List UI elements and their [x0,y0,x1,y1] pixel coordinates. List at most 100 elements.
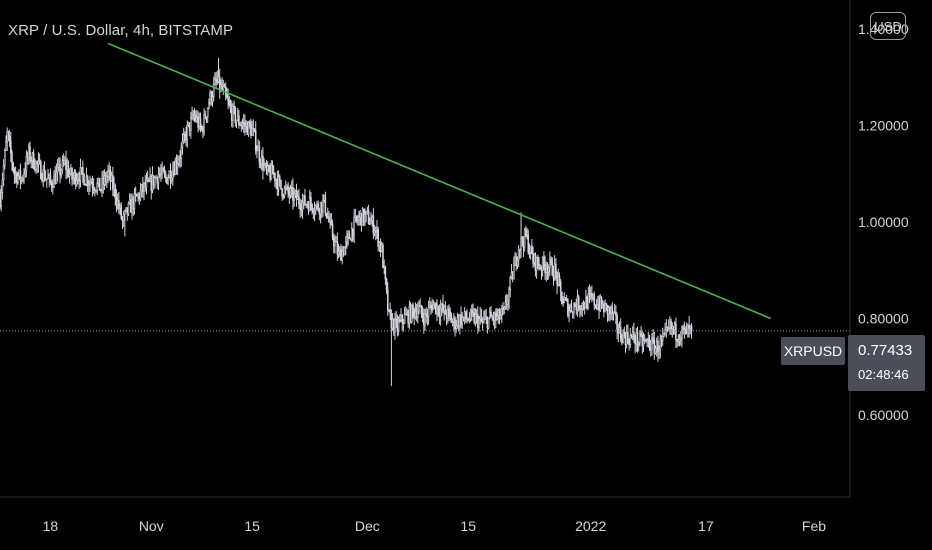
candle-body [302,195,305,203]
candle-body [180,147,183,159]
candle-body [429,305,431,309]
candle-body [94,188,96,191]
candle-body [95,190,97,192]
candle-body [678,339,681,342]
candle-body [144,182,147,188]
candle-body [413,309,415,318]
candle-body [592,294,594,298]
candle-body [88,184,90,186]
candle-body [581,302,584,310]
candle-body [386,289,389,310]
candle-body [284,187,287,190]
candle-body [74,172,77,185]
candle-body [268,165,270,172]
candle-body [655,340,658,349]
candle-body [479,316,482,320]
candle-body [509,277,512,290]
candle-body [203,114,205,133]
candle-body [540,267,543,271]
candle-body [167,177,169,184]
candle-body [484,317,486,320]
candle-body [334,240,336,246]
candle-body [178,159,180,164]
candle-body [565,298,568,301]
candle-body [116,200,119,205]
candle-body [444,305,447,315]
y-tick-label: 1.20000 [858,117,909,133]
candle-body [77,178,79,181]
candle-body [185,134,187,141]
candle-body [601,304,604,308]
candle-body [616,315,618,331]
candle-body [469,310,472,320]
candle-body [133,193,136,210]
candle-body [307,204,310,212]
candle-body [202,128,204,133]
candle-body [228,100,231,106]
x-tick-label: 15 [244,518,260,534]
time-axis[interactable]: 18 Nov 15 Dec 15 2022 17 Feb [43,518,827,534]
candle-body [690,325,693,332]
candle-body [643,339,646,342]
candle-body [352,228,354,236]
candle-body [355,215,358,221]
candle-body [486,317,489,329]
candle-body [48,174,51,179]
candle-body [575,305,578,311]
candle-body [347,233,349,238]
candle-body [131,198,133,213]
candle-body [579,308,581,311]
candle-body [229,104,232,110]
candle-body [545,268,548,273]
candle-body [474,314,477,323]
candle-body [253,128,256,131]
candle-body [683,328,686,331]
candle-body [468,319,471,321]
candle-body [477,314,479,328]
x-tick-label: 17 [698,518,714,534]
candle-body [634,339,636,345]
candle-body [379,241,382,252]
candle-body [595,305,598,309]
candle-body [600,297,603,308]
candle-body [49,174,52,183]
candle-body [403,313,406,324]
candle-body [418,306,420,312]
currency-button[interactable]: USD [870,12,906,40]
candle-body [38,160,41,163]
candle-body [127,202,130,215]
candle-body [154,177,156,186]
candle-body [44,178,47,181]
candle-body [61,160,64,171]
x-tick-label: 18 [43,518,59,534]
trendline[interactable] [107,42,772,320]
candle-body [295,190,298,200]
candle-body [422,317,425,326]
candle-body [485,317,488,319]
candle-body [60,170,63,176]
candle-body [113,185,115,190]
candle-body [636,332,639,345]
candle-body [648,339,651,349]
candle-body [438,312,441,317]
candle-body [378,241,381,247]
candle-body [24,170,27,174]
candle-body [366,210,369,213]
candle-body [396,320,399,330]
candle-body [32,152,35,169]
candle-body [233,105,235,109]
candle-body [398,319,401,322]
candle-body [72,177,75,180]
candle-body [28,146,30,159]
candle-body [663,333,665,337]
candle-body [240,124,243,127]
candle-body [136,194,138,197]
candle-body [657,340,659,353]
candle-body [145,180,148,188]
candle-body [667,327,670,329]
candle-body [605,303,608,306]
candle-body [236,115,239,121]
candle-body [593,294,596,306]
